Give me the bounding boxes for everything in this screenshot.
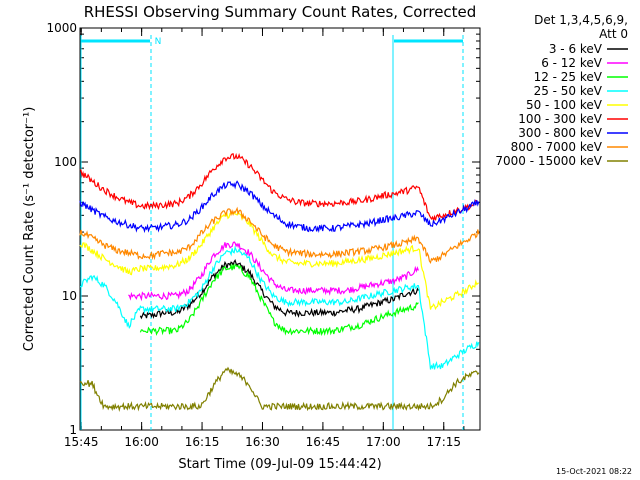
legend-item-label: 3 - 6 keV bbox=[549, 42, 603, 56]
legend-item-label: 6 - 12 keV bbox=[541, 56, 603, 70]
x-tick-label: 16:15 bbox=[185, 435, 220, 449]
legend-item-label: 12 - 25 keV bbox=[534, 70, 603, 84]
legend-item-label: 25 - 50 keV bbox=[534, 84, 603, 98]
series-line bbox=[79, 245, 480, 370]
series-line bbox=[139, 259, 419, 320]
x-tick-label: 16:45 bbox=[306, 435, 341, 449]
x-tick-label: 16:30 bbox=[245, 435, 280, 449]
series-line bbox=[79, 206, 480, 265]
x-axis: 15:45 16:00 16:15 16:30 16:45 17:00 17:15 bbox=[64, 28, 465, 449]
timestamp: 15-Oct-2021 08:22 bbox=[556, 467, 632, 476]
y-tick-label: 100 bbox=[54, 155, 77, 169]
legend-item-label: 800 - 7000 keV bbox=[511, 140, 603, 154]
x-axis-label: Start Time (09-Jul-09 15:44:42) bbox=[178, 457, 381, 472]
legend-item-label: 100 - 300 keV bbox=[518, 112, 602, 126]
series-line bbox=[79, 210, 479, 311]
y-tick-label: 10 bbox=[62, 289, 77, 303]
y-tick-label: 1 bbox=[69, 423, 77, 437]
x-tick-label: 17:00 bbox=[366, 435, 401, 449]
series-lines bbox=[79, 152, 480, 412]
flag-label: N bbox=[155, 37, 162, 47]
y-axis-label: Corrected Count Rate (s⁻¹ detector⁻¹) bbox=[22, 107, 37, 352]
y-axis: 1 10 100 1000 bbox=[46, 21, 480, 437]
x-tick-label: 17:15 bbox=[426, 435, 461, 449]
series-line bbox=[79, 180, 480, 234]
series-line bbox=[128, 241, 419, 302]
x-tick-label: 16:00 bbox=[124, 435, 159, 449]
legend-item-label: 7000 - 15000 keV bbox=[495, 154, 602, 168]
series-line bbox=[79, 366, 480, 412]
series-line bbox=[139, 263, 419, 337]
legend-item-label: 300 - 800 keV bbox=[518, 126, 602, 140]
x-tick-label: 15:45 bbox=[64, 435, 99, 449]
plot-frame bbox=[79, 27, 481, 431]
observing-markers: N bbox=[80, 35, 464, 430]
y-tick-label: 1000 bbox=[46, 21, 77, 35]
legend-header-line-1: Det 1,3,4,5,6,9, bbox=[534, 13, 628, 27]
series-line bbox=[79, 152, 480, 223]
legend-header-line-2: Att 0 bbox=[599, 27, 628, 41]
chart-title: RHESSI Observing Summary Count Rates, Co… bbox=[84, 3, 477, 21]
legend-item-label: 50 - 100 keV bbox=[526, 98, 603, 112]
